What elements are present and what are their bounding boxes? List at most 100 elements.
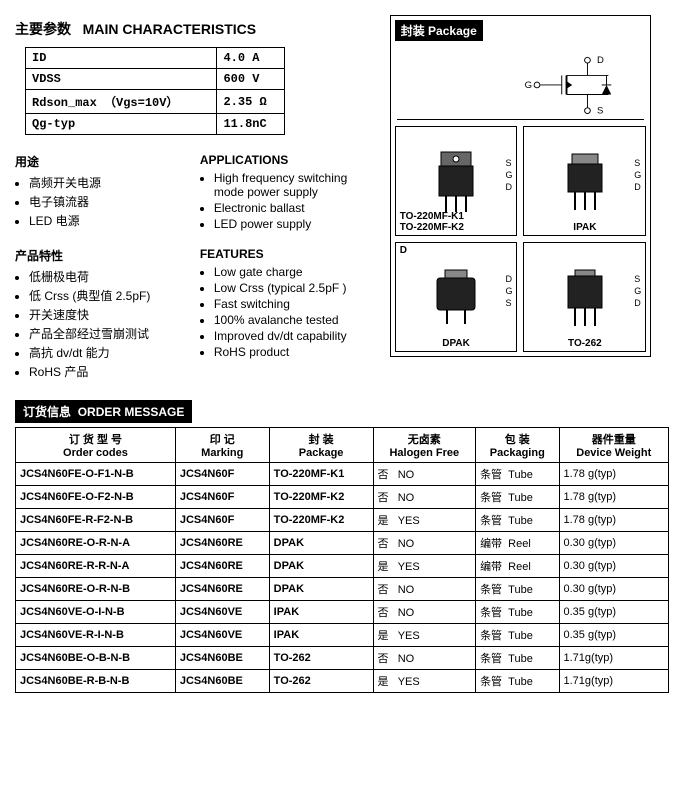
app-item: Electronic ballast — [214, 201, 375, 215]
package: DPAK — [269, 555, 373, 578]
apps-en-list: High frequency switching mode power supp… — [214, 171, 375, 231]
app-item: High frequency switching mode power supp… — [214, 171, 375, 199]
halogen: 否 NO — [373, 647, 476, 670]
feature-item: 产品全部经过雪崩测试 — [29, 325, 190, 342]
weight: 1.71g(typ) — [559, 670, 669, 693]
order-row: JCS4N60VE-R-I-N-BJCS4N60VEIPAK是 YES条管 Tu… — [16, 624, 669, 647]
spec-param: Qg-typ — [26, 114, 217, 135]
packaging: 条管 Tube — [476, 670, 559, 693]
package-name: TO-262 — [524, 338, 645, 349]
order-code: JCS4N60VE-O-I-N-B — [16, 601, 176, 624]
order-row: JCS4N60RE-O-R-N-AJCS4N60REDPAK否 NO编带 Ree… — [16, 532, 669, 555]
features-en-list: Low gate chargeLow Crss (typical 2.5pF )… — [214, 265, 375, 359]
package: TO-220MF-K2 — [269, 509, 373, 532]
features-heading-en: FEATURES — [200, 247, 375, 261]
spec-row: VDSS600 V — [26, 69, 285, 90]
order-row: JCS4N60FE-O-F2-N-BJCS4N60FTO-220MF-K2否 N… — [16, 486, 669, 509]
weight: 1.78 g(typ) — [559, 486, 669, 509]
feature-item: 高抗 dv/dt 能力 — [29, 344, 190, 361]
order-row: JCS4N60BE-O-B-N-BJCS4N60BETO-262否 NO条管 T… — [16, 647, 669, 670]
th-weight: 器件重量Device Weight — [559, 428, 669, 463]
th-order-codes: 订 货 型 号Order codes — [16, 428, 176, 463]
weight: 1.78 g(typ) — [559, 463, 669, 486]
order-heading: 订货信息 ORDER MESSAGE — [15, 400, 192, 423]
feature-item: RoHS 产品 — [29, 363, 190, 380]
marking: JCS4N60VE — [175, 624, 269, 647]
feature-item: Low Crss (typical 2.5pF ) — [214, 281, 375, 295]
pin-s-label: S — [597, 106, 603, 117]
spec-param: VDSS — [26, 69, 217, 90]
packaging: 编带 Reel — [476, 555, 559, 578]
marking: JCS4N60RE — [175, 555, 269, 578]
package-name: TO-220MF-K1TO-220MF-K2 — [400, 211, 464, 233]
halogen: 是 YES — [373, 624, 476, 647]
order-code: JCS4N60FE-O-F2-N-B — [16, 486, 176, 509]
app-item: 高频开关电源 — [29, 174, 190, 191]
order-table: 订 货 型 号Order codes 印 记Marking 封 装Package… — [15, 427, 669, 693]
weight: 1.78 g(typ) — [559, 509, 669, 532]
weight: 0.30 g(typ) — [559, 532, 669, 555]
halogen: 否 NO — [373, 486, 476, 509]
pin-labels: DGS — [505, 273, 512, 309]
halogen: 否 NO — [373, 578, 476, 601]
pin-labels: SGD — [634, 157, 641, 193]
package: IPAK — [269, 601, 373, 624]
weight: 0.35 g(typ) — [559, 624, 669, 647]
package: TO-220MF-K1 — [269, 463, 373, 486]
halogen: 否 NO — [373, 463, 476, 486]
package-cell: SGDTO-262 — [523, 242, 646, 352]
usage-heading-cn: 用途 — [15, 153, 190, 170]
main-params-heading: 主要参数 MAIN CHARACTERISTICS — [15, 19, 375, 39]
package: TO-220MF-K2 — [269, 486, 373, 509]
halogen: 是 YES — [373, 509, 476, 532]
main-params-en: MAIN CHARACTERISTICS — [83, 21, 256, 37]
halogen: 否 NO — [373, 601, 476, 624]
marking: JCS4N60F — [175, 486, 269, 509]
package-cell: SGD IPAK — [523, 126, 646, 236]
package: DPAK — [269, 532, 373, 555]
packaging: 条管 Tube — [476, 578, 559, 601]
order-row: JCS4N60BE-R-B-N-BJCS4N60BETO-262是 YES条管 … — [16, 670, 669, 693]
apps-cn-list: 高频开关电源电子镇流器LED 电源 — [29, 174, 190, 229]
order-row: JCS4N60FE-O-F1-N-BJCS4N60FTO-220MF-K1否 N… — [16, 463, 669, 486]
spec-param: ID — [26, 48, 217, 69]
th-package: 封 装Package — [269, 428, 373, 463]
halogen: 否 NO — [373, 532, 476, 555]
package-name: DPAK — [396, 338, 517, 349]
marking: JCS4N60RE — [175, 532, 269, 555]
th-halogen: 无卤素Halogen Free — [373, 428, 476, 463]
feature-item: 低 Crss (典型值 2.5pF) — [29, 287, 190, 304]
order-row: JCS4N60RE-R-R-N-AJCS4N60REDPAK是 YES编带 Re… — [16, 555, 669, 578]
order-row: JCS4N60VE-O-I-N-BJCS4N60VEIPAK否 NO条管 Tub… — [16, 601, 669, 624]
spec-value: 4.0 A — [217, 48, 285, 69]
package-name: IPAK — [524, 222, 645, 233]
order-code: JCS4N60RE-O-R-N-B — [16, 578, 176, 601]
packaging: 条管 Tube — [476, 601, 559, 624]
spec-row: ID4.0 A — [26, 48, 285, 69]
packaging: 条管 Tube — [476, 486, 559, 509]
package-panel: 封装 Package D G — [390, 15, 652, 357]
marking: JCS4N60BE — [175, 647, 269, 670]
order-code: JCS4N60RE-O-R-N-A — [16, 532, 176, 555]
order-code: JCS4N60RE-R-R-N-A — [16, 555, 176, 578]
packaging: 条管 Tube — [476, 463, 559, 486]
feature-item: Fast switching — [214, 297, 375, 311]
packaging: 条管 Tube — [476, 647, 559, 670]
pin-d-label: D — [597, 55, 604, 66]
spec-value: 2.35 Ω — [217, 90, 285, 114]
spec-value: 600 V — [217, 69, 285, 90]
package: TO-262 — [269, 670, 373, 693]
package-heading: 封装 Package — [395, 20, 483, 41]
package-cell: SGDTO-220MF-K1TO-220MF-K2 — [395, 126, 518, 236]
feature-item: 开关速度快 — [29, 306, 190, 323]
pin-d-label: D — [400, 245, 407, 256]
spec-param: Rdson_max （Vgs=10V） — [26, 90, 217, 114]
package-grid: SGDTO-220MF-K1TO-220MF-K2SGDIPAKDGSDPAKD… — [395, 126, 647, 352]
weight: 0.35 g(typ) — [559, 601, 669, 624]
th-packaging: 包 装Packaging — [476, 428, 559, 463]
feature-item: 100% avalanche tested — [214, 313, 375, 327]
spec-row: Qg-typ11.8nC — [26, 114, 285, 135]
package-cell: DGS DPAK D — [395, 242, 518, 352]
main-params-cn: 主要参数 — [15, 21, 71, 37]
packaging: 条管 Tube — [476, 509, 559, 532]
